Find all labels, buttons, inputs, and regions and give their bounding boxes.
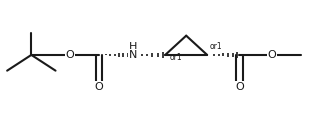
Text: O: O bbox=[66, 50, 75, 60]
Text: or1: or1 bbox=[170, 53, 183, 62]
Text: N: N bbox=[129, 50, 137, 60]
Text: O: O bbox=[235, 82, 244, 92]
Text: or1: or1 bbox=[210, 42, 222, 51]
Text: H: H bbox=[129, 42, 137, 52]
Text: O: O bbox=[95, 82, 103, 92]
Text: O: O bbox=[267, 50, 276, 60]
